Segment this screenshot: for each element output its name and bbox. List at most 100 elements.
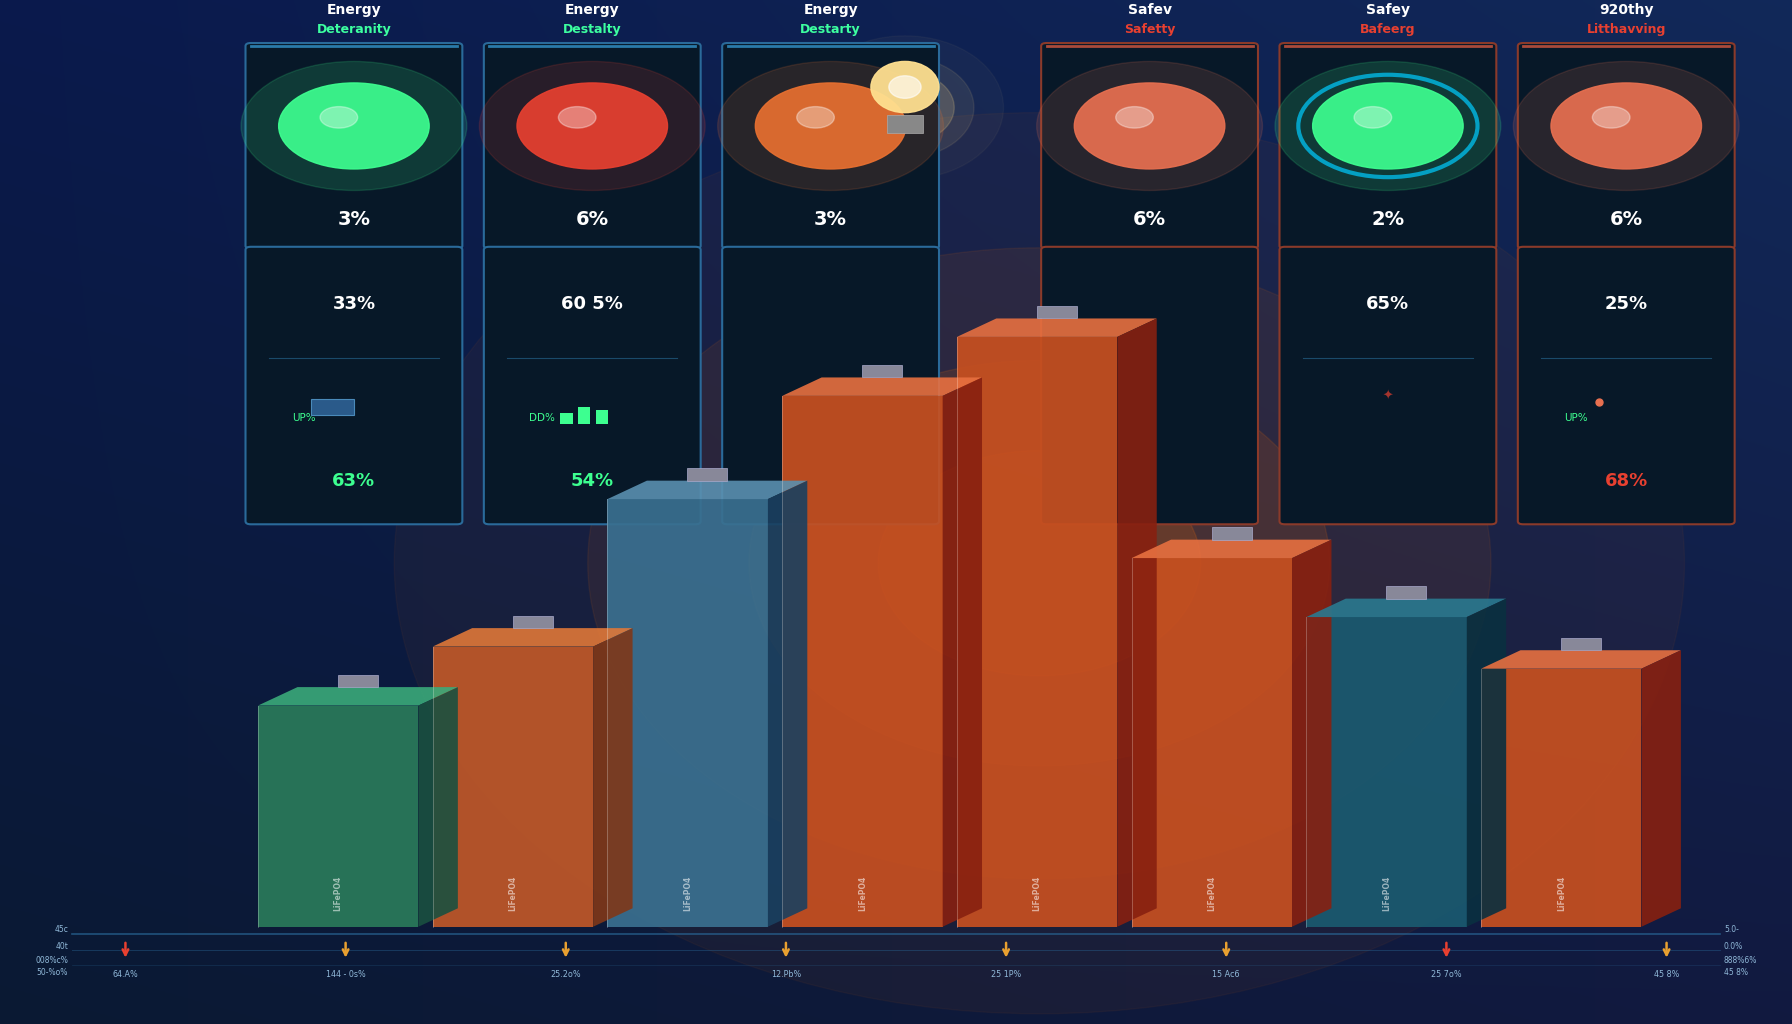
Text: 0.0%: 0.0%: [1724, 942, 1744, 950]
Text: 3%: 3%: [814, 210, 848, 229]
Circle shape: [1276, 61, 1502, 190]
Bar: [577, 408, 591, 424]
Text: 920thy: 920thy: [1598, 3, 1654, 17]
Circle shape: [1552, 83, 1702, 169]
Bar: [258, 706, 419, 927]
Ellipse shape: [878, 451, 1201, 676]
Text: LiFePO4: LiFePO4: [509, 877, 518, 911]
Bar: [862, 366, 901, 378]
Text: 33%: 33%: [332, 295, 376, 313]
Text: Destalty: Destalty: [563, 24, 622, 36]
Polygon shape: [1641, 650, 1681, 927]
FancyBboxPatch shape: [722, 43, 939, 249]
Bar: [339, 675, 378, 687]
Text: 63%: 63%: [332, 471, 376, 489]
Polygon shape: [607, 480, 808, 499]
Text: 65%: 65%: [1366, 295, 1410, 313]
Circle shape: [1514, 61, 1740, 190]
Text: DD%: DD%: [529, 413, 556, 423]
Text: 2%: 2%: [1371, 210, 1405, 229]
Text: 60 5%: 60 5%: [561, 295, 624, 313]
Text: Bafeerg: Bafeerg: [1360, 24, 1416, 36]
Text: 5.0-: 5.0-: [1724, 926, 1738, 934]
Text: LiFePO4: LiFePO4: [858, 877, 867, 911]
Circle shape: [518, 83, 668, 169]
Bar: [781, 396, 943, 927]
Text: 40t: 40t: [56, 942, 68, 950]
Text: Safetty: Safetty: [1124, 24, 1176, 36]
Text: 25.2o%: 25.2o%: [550, 971, 581, 979]
Text: 45 8%: 45 8%: [1724, 969, 1747, 977]
Text: LiFePO4: LiFePO4: [1382, 877, 1391, 911]
Polygon shape: [258, 687, 459, 706]
Ellipse shape: [876, 86, 935, 129]
FancyBboxPatch shape: [246, 247, 462, 524]
Ellipse shape: [394, 113, 1684, 1014]
Text: Litthavving: Litthavving: [1586, 24, 1667, 36]
Polygon shape: [1466, 599, 1505, 927]
Text: UP%: UP%: [292, 413, 315, 423]
Text: 25 7o%: 25 7o%: [1432, 971, 1462, 979]
Text: Energy: Energy: [326, 3, 382, 17]
Polygon shape: [781, 378, 982, 396]
Bar: [1211, 527, 1251, 540]
Polygon shape: [1480, 650, 1681, 669]
Bar: [312, 399, 355, 416]
Polygon shape: [1306, 599, 1505, 617]
Bar: [1306, 617, 1466, 927]
FancyBboxPatch shape: [1041, 247, 1258, 524]
FancyBboxPatch shape: [484, 43, 701, 249]
Circle shape: [1314, 83, 1462, 169]
Bar: [957, 337, 1118, 927]
Polygon shape: [434, 628, 633, 646]
Bar: [434, 646, 593, 927]
Text: 50-%o%: 50-%o%: [36, 969, 68, 977]
Text: 15 Ac6: 15 Ac6: [1213, 971, 1240, 979]
FancyBboxPatch shape: [484, 247, 701, 524]
Bar: [688, 468, 728, 480]
Circle shape: [1593, 106, 1631, 128]
Ellipse shape: [749, 360, 1330, 766]
Ellipse shape: [889, 76, 921, 98]
Text: Safey: Safey: [1366, 3, 1410, 17]
Text: LiFePO4: LiFePO4: [683, 877, 692, 911]
Text: LiFePO4: LiFePO4: [1208, 877, 1217, 911]
Text: 888%6%: 888%6%: [1724, 956, 1758, 965]
Polygon shape: [1133, 540, 1331, 558]
Text: 45c: 45c: [54, 926, 68, 934]
FancyBboxPatch shape: [246, 43, 462, 249]
Text: Energy: Energy: [803, 3, 858, 17]
Circle shape: [756, 83, 907, 169]
Bar: [561, 414, 573, 424]
Text: 25%: 25%: [1604, 295, 1649, 313]
Text: Energy: Energy: [564, 3, 620, 17]
Bar: [1038, 306, 1077, 318]
Circle shape: [797, 106, 835, 128]
Bar: [513, 615, 552, 628]
Ellipse shape: [588, 248, 1491, 879]
Text: LiFePO4: LiFePO4: [1557, 877, 1566, 911]
Polygon shape: [957, 318, 1158, 337]
Polygon shape: [593, 628, 633, 927]
Circle shape: [1038, 61, 1262, 190]
Bar: [1561, 638, 1600, 650]
Text: 6%: 6%: [1133, 210, 1167, 229]
Text: ✦: ✦: [1383, 390, 1392, 402]
FancyBboxPatch shape: [1279, 43, 1496, 249]
Bar: [597, 411, 609, 424]
Text: 144 - 0s%: 144 - 0s%: [326, 971, 366, 979]
Text: Deteranity: Deteranity: [317, 24, 391, 36]
Bar: [887, 115, 923, 133]
Polygon shape: [419, 687, 459, 927]
Text: 008%c%: 008%c%: [36, 956, 68, 965]
Text: 12.Pb%: 12.Pb%: [771, 971, 801, 979]
Polygon shape: [1118, 318, 1158, 927]
Text: UP%: UP%: [1564, 413, 1588, 423]
Polygon shape: [1292, 540, 1331, 927]
Circle shape: [1116, 106, 1154, 128]
Bar: [1480, 669, 1641, 927]
Ellipse shape: [871, 61, 939, 113]
FancyBboxPatch shape: [1041, 43, 1258, 249]
Circle shape: [1075, 83, 1226, 169]
Circle shape: [559, 106, 597, 128]
